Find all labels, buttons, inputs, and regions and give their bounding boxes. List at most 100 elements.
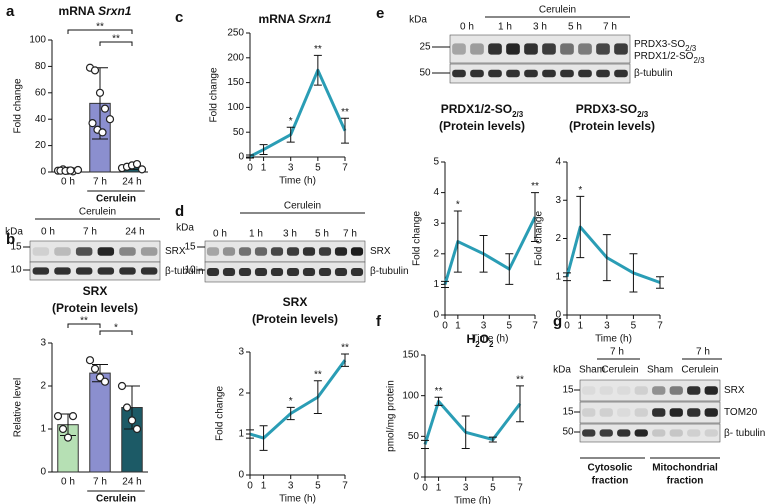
data-point: [53, 412, 63, 421]
protein-label: SRX: [370, 246, 391, 257]
kda-marker: 10: [184, 265, 196, 276]
lane-label: 0 h: [460, 22, 474, 33]
blot-band: [652, 408, 666, 417]
blot-band: [669, 386, 683, 395]
blot-band: [470, 43, 484, 55]
x-tick-label: 7 h: [93, 477, 107, 488]
y-tick-label: 0: [238, 152, 244, 163]
protein-label: β-tubulin: [165, 266, 204, 277]
data-point: [132, 159, 142, 169]
y-tick-label: 100: [402, 390, 419, 401]
blot-band: [334, 247, 348, 256]
blot-band: [614, 69, 628, 78]
chart-subtitle: (Protein levels): [52, 301, 138, 315]
blot-band: [506, 43, 520, 55]
panel-label: d: [175, 203, 184, 220]
error-bar: [434, 396, 443, 406]
group-label: Cerulein: [96, 494, 136, 504]
protein-label: β-tubulin: [634, 68, 673, 79]
significance-label: **: [341, 343, 349, 354]
lane-label: 0 h: [213, 229, 227, 240]
y-tick-label: 2: [40, 381, 46, 392]
y-tick-label: 2: [555, 233, 561, 244]
blot-band: [54, 267, 71, 275]
blot-band: [634, 386, 648, 395]
data-point: [66, 166, 75, 175]
protein-label: β-tubulin: [370, 266, 409, 277]
significance-label: *: [456, 200, 460, 211]
y-tick-label: 4: [433, 187, 439, 198]
blot-strip: [204, 261, 366, 283]
error-bar: [286, 126, 295, 143]
error-bar: [602, 234, 611, 282]
blot-strip: [579, 423, 721, 443]
lane-label: Cerulein: [681, 365, 718, 376]
blot-band: [302, 268, 316, 276]
panel-label: g: [553, 313, 562, 330]
chart-title: mRNA Srxn1: [59, 4, 132, 18]
y-tick-label: 4: [555, 157, 561, 168]
blot-band: [524, 69, 538, 78]
x-tick-label: 5: [631, 321, 637, 332]
x-axis-label: Time (h): [595, 334, 632, 345]
blot-band: [238, 268, 252, 276]
blot-band: [599, 386, 613, 395]
chart-title: SRX: [283, 295, 308, 309]
x-tick-label: 3: [604, 321, 610, 332]
protein-label: TOM20: [724, 407, 758, 418]
kda-marker: 25: [419, 42, 431, 53]
kda-marker: 15: [562, 385, 574, 396]
blot-band: [350, 268, 364, 276]
blot-strip: [29, 261, 161, 281]
x-tick-label: 7: [342, 163, 348, 174]
blot-band: [452, 69, 466, 78]
x-tick-label: 3: [463, 483, 469, 494]
y-tick-label: 80: [35, 61, 47, 72]
chart-title: SRX: [83, 284, 108, 298]
y-tick-label: 3: [433, 218, 439, 229]
y-tick-label: 0: [433, 310, 439, 321]
chart-title-part: 2/3: [512, 110, 524, 119]
chart-title-part: PRDX1/2-SO: [441, 102, 512, 116]
y-axis-label: Fold change: [209, 67, 220, 122]
x-tick-label: 0 h: [61, 477, 75, 488]
data-point: [90, 364, 100, 373]
error-bar: [461, 415, 470, 450]
blot-band: [542, 69, 556, 78]
blot-band: [470, 69, 484, 78]
panel-label: b: [6, 231, 15, 248]
blot-band: [318, 268, 332, 276]
data-point: [105, 115, 115, 124]
x-tick-label: 1: [436, 483, 442, 494]
error-bar: [421, 439, 429, 450]
y-tick-label: 50: [233, 127, 245, 138]
blot-band: [704, 408, 718, 417]
x-axis-label: Time (h): [279, 176, 316, 187]
error-bar: [479, 234, 488, 273]
x-tick-label: 24 h: [122, 477, 141, 488]
blot-band: [617, 386, 631, 395]
protein-label: SRX: [724, 385, 745, 396]
data-line: [423, 399, 522, 445]
lane-label: Cerulein: [601, 365, 638, 376]
error-bar: [563, 272, 571, 282]
blot-band: [560, 43, 574, 55]
error-bar: [629, 253, 638, 293]
protein-label-part: 2/3: [693, 56, 705, 65]
protein-label-part: β-tubulin: [634, 68, 673, 79]
error-bar: [656, 276, 664, 289]
data-line: [249, 68, 347, 158]
kda-marker: 15: [562, 407, 574, 418]
error-bar: [505, 253, 514, 285]
blot-band: [334, 268, 348, 276]
y-tick-label: 0: [40, 167, 46, 178]
blot-band: [560, 69, 574, 78]
protein-label: PRDX3-SO2/3: [634, 39, 697, 53]
y-tick-label: 60: [35, 87, 47, 98]
chart-title-part: SRX: [283, 295, 308, 309]
x-tick-label: 1: [261, 481, 267, 492]
chart-title-part: mRNA: [59, 4, 99, 18]
kda-label: kDa: [5, 227, 23, 238]
significance-label: *: [114, 323, 118, 334]
blot-band: [599, 429, 613, 437]
